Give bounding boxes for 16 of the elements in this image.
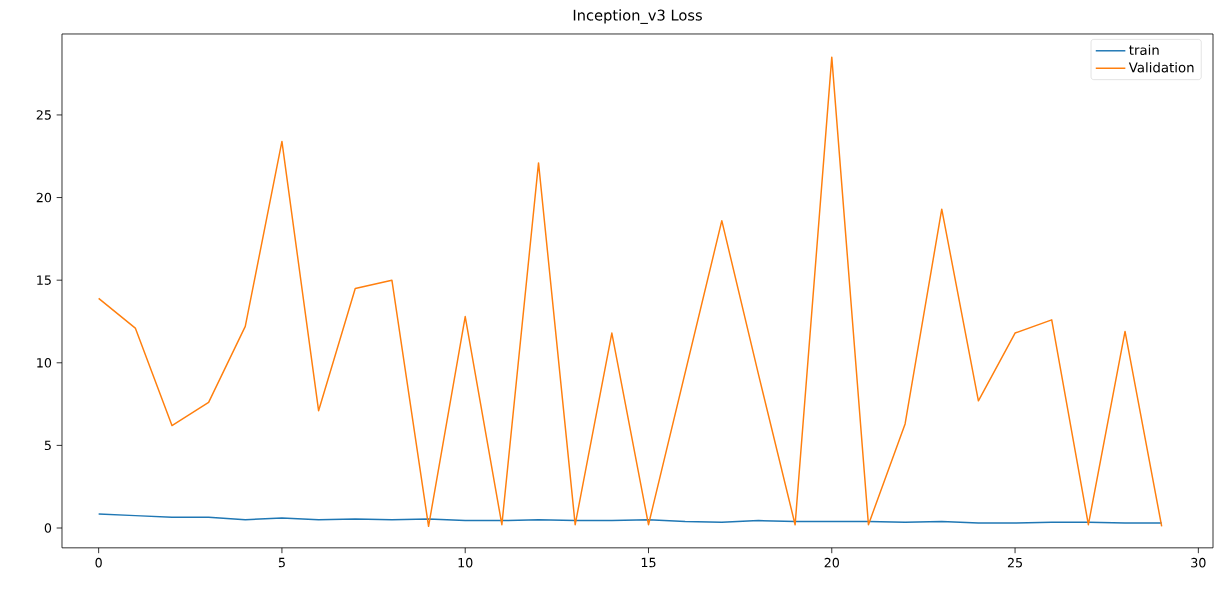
x-tick-label: 0 <box>95 557 102 568</box>
y-tick-label: 0 <box>44 523 52 533</box>
x-tick-label: 10 <box>458 557 473 568</box>
y-tick-label: 10 <box>37 358 52 368</box>
x-tick-label: 20 <box>824 557 839 568</box>
x-tick-label: 25 <box>1007 557 1023 568</box>
x-tick-label: 30 <box>1191 557 1206 568</box>
legend-label: Validation <box>1128 62 1194 73</box>
y-tick-label: 25 <box>36 110 51 120</box>
x-tick-label: 15 <box>641 557 656 568</box>
x-tick-label: 5 <box>278 557 285 568</box>
y-tick-label: 5 <box>44 440 51 451</box>
chart-title: Inception_v3 Loss <box>573 9 702 25</box>
y-tick-label: 15 <box>37 275 51 285</box>
legend-label: train <box>1129 44 1159 56</box>
y-tick-label: 20 <box>36 192 52 203</box>
